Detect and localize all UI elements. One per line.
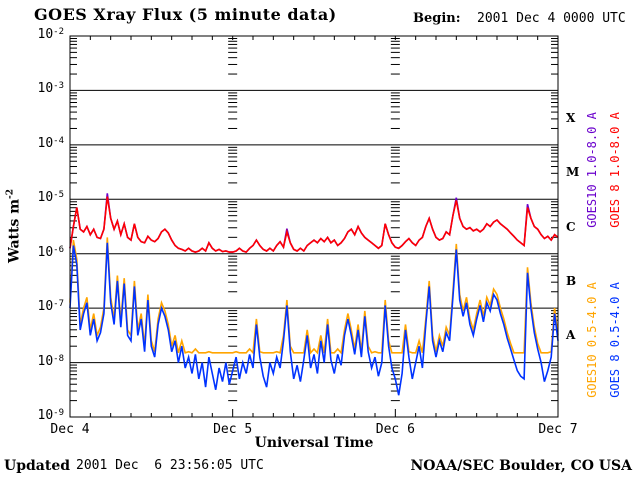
begin-value: 2001 Dec 4 0000 UTC bbox=[477, 11, 626, 26]
series-line-goes-8-1.0-8.0-a bbox=[69, 196, 559, 254]
legend-goes10-1.0-8.0-a: GOES10 1.0-8.0 A bbox=[585, 112, 599, 228]
flare-class-label-x: X bbox=[566, 110, 576, 125]
y-axis-tick-label: 10-5 bbox=[37, 190, 65, 206]
begin-label: Begin: bbox=[413, 11, 461, 26]
legend-goes10-0.5-4.0-a: GOES10 0.5-4.0 A bbox=[585, 282, 599, 398]
series-line-goes-8-0.5-4.0-a bbox=[69, 242, 559, 396]
y-axis-tick-label: 10-3 bbox=[37, 81, 65, 97]
y-axis-tick-label: 10-6 bbox=[37, 244, 65, 260]
flare-class-label-m: M bbox=[566, 165, 580, 180]
legend-goes-8-0.5-4.0-a: GOES 8 0.5-4.0 A bbox=[608, 282, 622, 398]
y-axis-tick-label: 10-2 bbox=[37, 27, 65, 42]
flare-class-label-c: C bbox=[566, 219, 576, 234]
page-title: GOES Xray Flux (5 minute data) bbox=[34, 5, 337, 24]
x-axis-tick-label: Dec 7 bbox=[538, 422, 578, 437]
flare-class-label-a: A bbox=[566, 328, 576, 343]
y-axis-tick-label: 10-7 bbox=[37, 299, 65, 315]
x-axis-tick-label: Dec 5 bbox=[213, 422, 253, 437]
x-axis-tick-label: Dec 6 bbox=[375, 422, 415, 437]
plot-border bbox=[69, 35, 559, 418]
flare-class-label-b: B bbox=[566, 273, 577, 288]
series-line-goes10-1.0-8.0-a bbox=[69, 193, 559, 254]
x-axis-tick-label: Dec 4 bbox=[50, 422, 90, 437]
y-axis-tick-label: 10-8 bbox=[37, 353, 65, 369]
credit-text: NOAA/SEC Boulder, CO USA bbox=[410, 458, 633, 474]
x-axis-title: Universal Time bbox=[254, 435, 374, 451]
y-axis-tick-label: 10-9 bbox=[37, 408, 65, 423]
legend-goes-8-1.0-8.0-a: GOES 8 1.0-8.0 A bbox=[608, 112, 622, 228]
updated-timestamp: 2001 Dec 6 23:56:05 UTC bbox=[76, 458, 264, 473]
updated-label: Updated bbox=[4, 458, 71, 474]
y-axis-tick-label: 10-4 bbox=[37, 135, 65, 151]
